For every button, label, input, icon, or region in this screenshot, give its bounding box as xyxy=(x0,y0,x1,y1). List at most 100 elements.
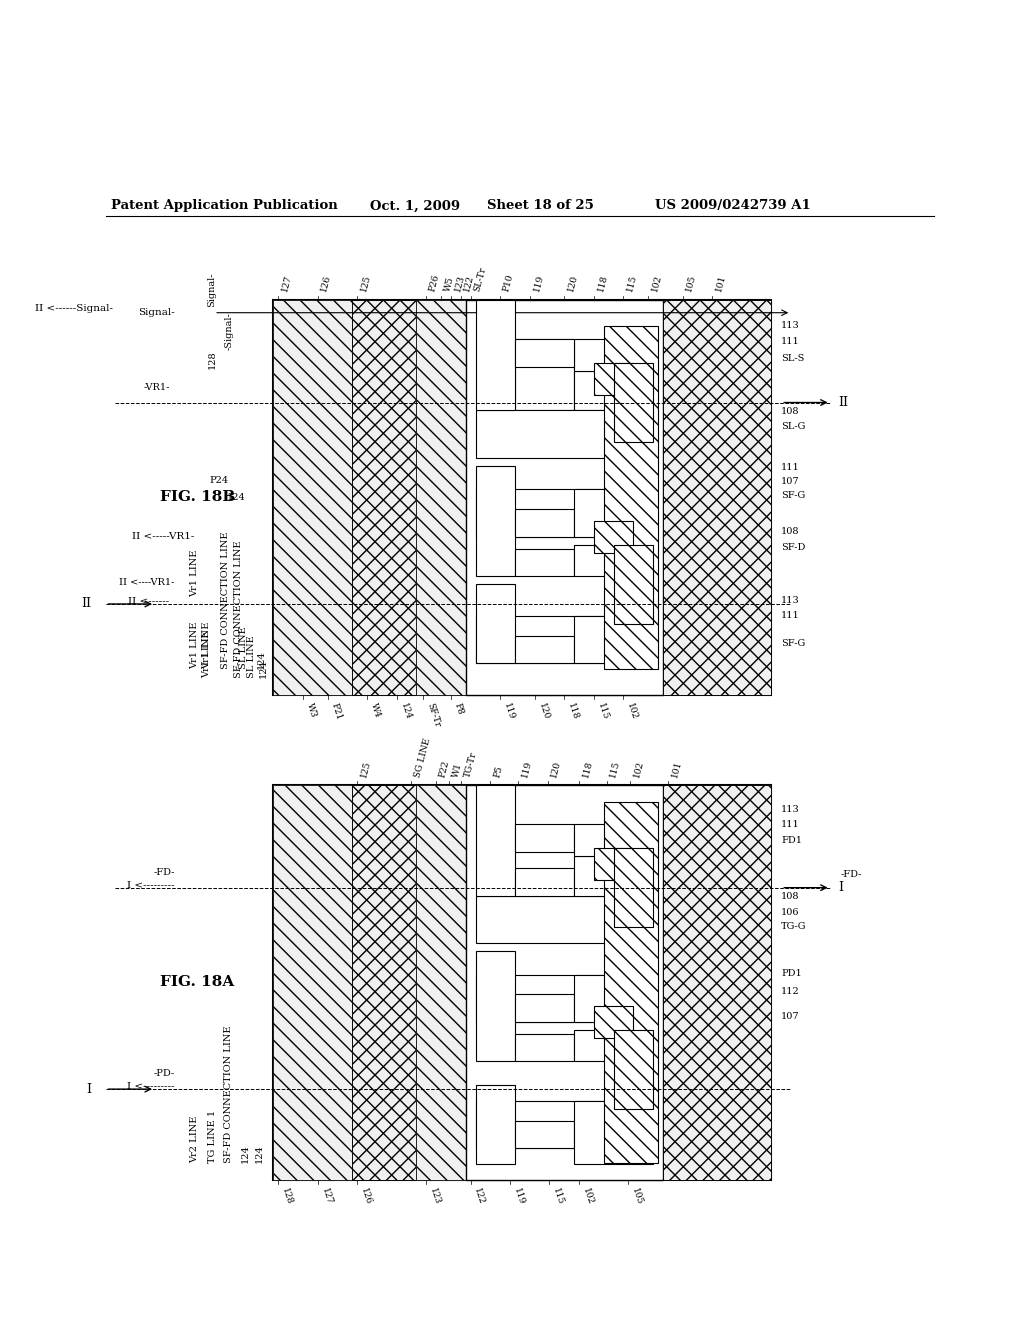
Text: 101: 101 xyxy=(670,759,683,777)
Text: SG LINE: SG LINE xyxy=(414,737,432,777)
Text: PD1: PD1 xyxy=(781,969,802,978)
Bar xyxy=(574,339,653,371)
Bar xyxy=(574,1101,653,1164)
Text: 124: 124 xyxy=(257,651,266,669)
Bar xyxy=(594,521,633,553)
Bar xyxy=(515,339,574,367)
Text: W5: W5 xyxy=(443,276,456,293)
Bar xyxy=(475,490,643,537)
Text: P8: P8 xyxy=(453,702,465,715)
Text: FIG. 18B: FIG. 18B xyxy=(160,490,236,504)
Bar xyxy=(515,869,574,895)
Text: SF-FD CONNECTION LINE: SF-FD CONNECTION LINE xyxy=(221,532,230,669)
Text: 102: 102 xyxy=(581,1187,595,1206)
Bar xyxy=(273,785,352,1180)
Text: 128: 128 xyxy=(281,1187,294,1206)
Text: -FD-: -FD- xyxy=(841,870,862,879)
Text: -VR1-: -VR1- xyxy=(143,383,170,392)
Text: 107: 107 xyxy=(781,478,800,486)
Text: SF-G: SF-G xyxy=(781,639,806,648)
Text: 108: 108 xyxy=(781,892,800,902)
Text: II <------: II <------ xyxy=(128,597,170,606)
Bar xyxy=(574,371,653,411)
Bar xyxy=(574,490,653,537)
Text: 102: 102 xyxy=(626,702,639,721)
Text: I <---------: I <--------- xyxy=(127,1082,175,1092)
Text: 119: 119 xyxy=(531,275,545,293)
Text: 125: 125 xyxy=(359,275,373,293)
Text: 124: 124 xyxy=(259,659,268,677)
Text: 120: 120 xyxy=(566,275,580,293)
Bar xyxy=(515,510,574,537)
Text: 106: 106 xyxy=(781,908,800,916)
Text: 111: 111 xyxy=(781,611,800,620)
Bar xyxy=(515,549,574,577)
Text: 122: 122 xyxy=(463,275,476,293)
Bar xyxy=(515,339,574,411)
Text: 119: 119 xyxy=(502,702,516,721)
Text: 102: 102 xyxy=(650,275,664,293)
Text: SF-FD CONNECTION LINE: SF-FD CONNECTION LINE xyxy=(234,540,244,677)
Text: SF-Tr: SF-Tr xyxy=(425,702,441,729)
Text: 111: 111 xyxy=(781,337,800,346)
Bar xyxy=(574,857,653,895)
Text: 108: 108 xyxy=(781,407,800,416)
Text: Vr1 LINE: Vr1 LINE xyxy=(189,549,199,597)
Text: 119: 119 xyxy=(520,759,534,777)
Bar xyxy=(613,363,653,442)
Text: 123: 123 xyxy=(453,275,466,293)
Text: 115: 115 xyxy=(552,1187,565,1206)
Bar xyxy=(574,825,653,857)
Bar xyxy=(574,1030,653,1061)
Text: 113: 113 xyxy=(781,804,800,813)
Text: SL LINE: SL LINE xyxy=(240,626,248,669)
Bar xyxy=(352,300,417,694)
Bar xyxy=(475,974,643,1022)
Text: FIG. 18A: FIG. 18A xyxy=(160,975,234,990)
Text: Oct. 1, 2009: Oct. 1, 2009 xyxy=(370,199,460,213)
Text: -Signal-: -Signal- xyxy=(224,313,233,350)
Bar xyxy=(273,300,771,694)
Text: TG-G: TG-G xyxy=(781,923,807,931)
Bar xyxy=(475,411,643,458)
Bar xyxy=(475,895,643,942)
Text: -PD-: -PD- xyxy=(154,1069,175,1078)
Text: I: I xyxy=(86,1082,91,1096)
Text: TG-Tr: TG-Tr xyxy=(463,750,478,777)
Bar xyxy=(574,974,653,1022)
Text: W3: W3 xyxy=(305,702,318,718)
Text: 120: 120 xyxy=(550,759,562,777)
Text: 126: 126 xyxy=(359,1187,373,1206)
Bar xyxy=(604,803,658,1163)
Text: SL-Tr: SL-Tr xyxy=(472,267,487,293)
Bar xyxy=(515,994,574,1022)
Text: I <---------: I <--------- xyxy=(127,880,175,890)
Text: US 2009/0242739 A1: US 2009/0242739 A1 xyxy=(655,199,811,213)
Text: 128: 128 xyxy=(208,350,217,368)
Text: SL LINE: SL LINE xyxy=(247,635,256,677)
Text: Sheet 18 of 25: Sheet 18 of 25 xyxy=(487,199,594,213)
Text: 124: 124 xyxy=(398,702,413,721)
Text: Signal-: Signal- xyxy=(208,272,217,306)
Text: P10: P10 xyxy=(502,273,515,293)
Text: 124: 124 xyxy=(242,1144,250,1163)
Bar xyxy=(475,785,515,895)
Text: FD1: FD1 xyxy=(781,837,802,845)
Bar xyxy=(594,849,633,879)
Text: SL-S: SL-S xyxy=(781,354,805,363)
Bar xyxy=(574,616,653,663)
Bar xyxy=(663,785,771,1180)
Bar xyxy=(613,1030,653,1109)
Bar xyxy=(515,635,574,663)
Bar xyxy=(352,785,417,1180)
Bar xyxy=(604,326,658,669)
Bar xyxy=(475,300,515,411)
Bar xyxy=(613,545,653,624)
Bar xyxy=(475,950,515,1061)
Text: Vr1 LINE: Vr1 LINE xyxy=(202,622,211,669)
Bar xyxy=(475,466,515,577)
Text: 118: 118 xyxy=(596,275,609,293)
Bar xyxy=(352,785,417,1180)
Text: TG LINE 1: TG LINE 1 xyxy=(208,1110,217,1163)
Text: SF-FD CONNECTION LINE: SF-FD CONNECTION LINE xyxy=(224,1026,233,1163)
